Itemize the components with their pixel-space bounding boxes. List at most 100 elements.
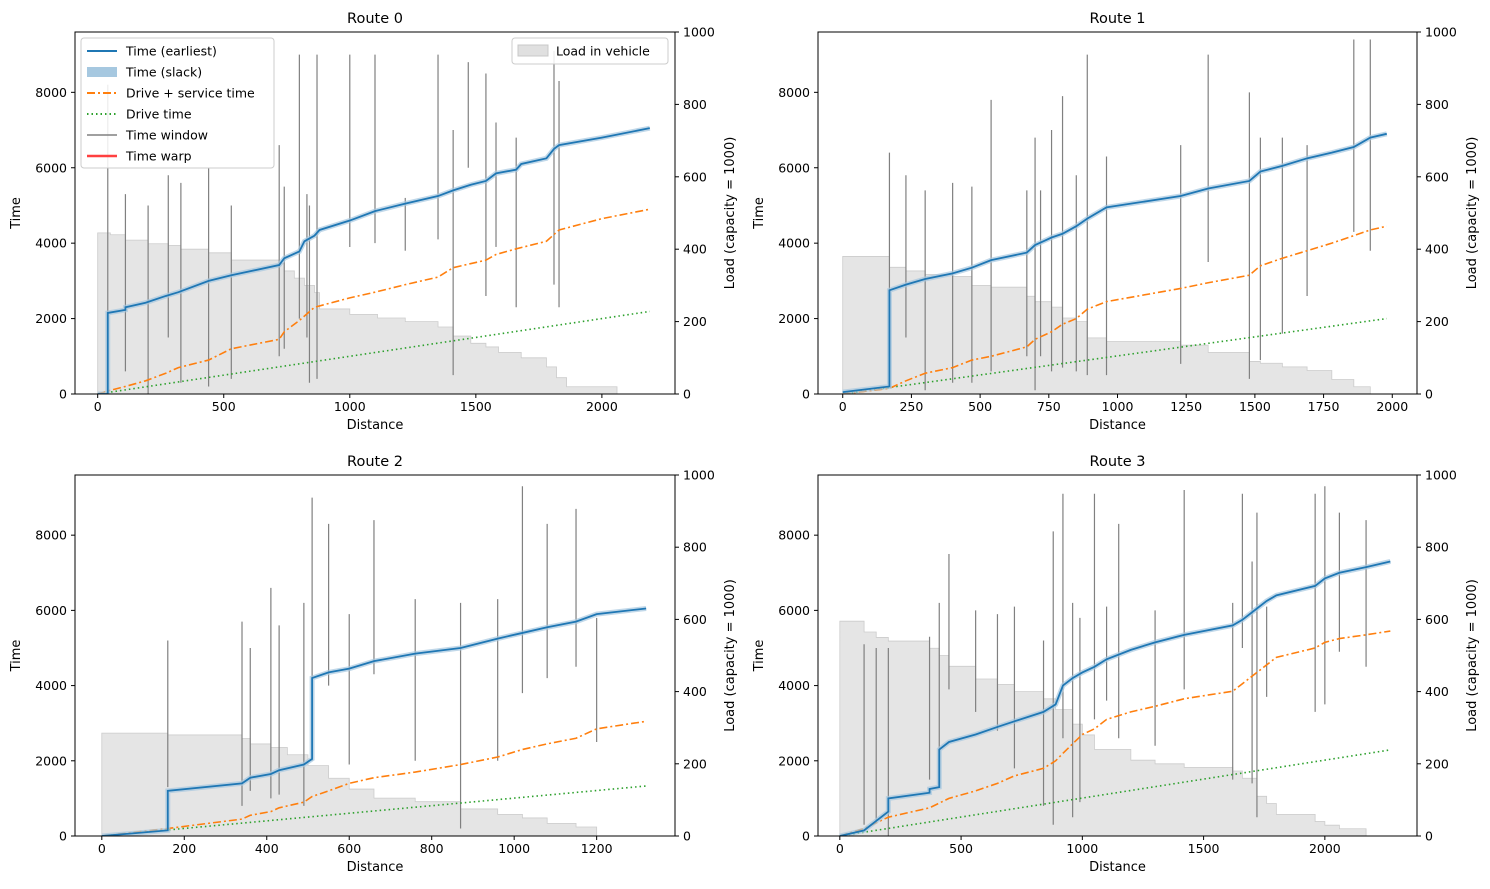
y-tick-label: 6000 — [778, 160, 810, 175]
drive-time-line — [842, 317, 1387, 394]
x-tick-label: 0 — [836, 841, 844, 856]
y-tick-label: 8000 — [778, 528, 810, 543]
y2-axis-label: Load (capacity = 1000) — [723, 579, 738, 732]
plot-area — [97, 50, 651, 394]
legend-load: Load in vehicle — [511, 37, 669, 65]
route-panel-3: 0 500 1000 1500 2000 0 2000 4000 6000 8000 0 200 400… — [752, 454, 1480, 875]
y2-tick-label: 200 — [683, 756, 707, 771]
x-tick-label: 2000 — [586, 399, 618, 414]
plot-area — [842, 39, 1388, 394]
drive-time-line — [101, 785, 647, 836]
y2-tick-label: 400 — [1425, 684, 1449, 699]
legend-label-time-warp: Time warp — [125, 149, 192, 164]
y2-tick-label: 0 — [1425, 829, 1433, 844]
route-panel-0: 0 500 1000 1500 2000 0 2000 4000 6000 8000 0 200 400… — [9, 11, 738, 433]
x-tick-label: 2000 — [1309, 841, 1341, 856]
y2-tick-label: 1000 — [683, 25, 715, 40]
y-tick-label: 0 — [802, 387, 810, 402]
y2-axis-label: Load (capacity = 1000) — [1465, 579, 1480, 732]
y-tick-label: 0 — [802, 829, 810, 844]
y-axis-label: Time — [752, 197, 767, 230]
x-tick-label: 2000 — [1376, 399, 1408, 414]
y-axis-label: Time — [752, 640, 767, 673]
x-tick-label: 400 — [255, 841, 279, 856]
y2-tick-label: 800 — [1425, 540, 1449, 555]
drive-time-line — [97, 310, 650, 394]
y-tick-label: 2000 — [35, 753, 67, 768]
time-earliest-line — [839, 560, 1391, 836]
x-axis-label: Distance — [347, 860, 404, 875]
x-tick-label: 0 — [94, 399, 102, 414]
legend-label-load: Load in vehicle — [556, 44, 650, 59]
chart-title: Route 1 — [1090, 11, 1146, 27]
y-tick-label: 8000 — [35, 85, 67, 100]
y2-tick-label: 200 — [683, 314, 707, 329]
axes-frame — [817, 474, 1418, 837]
time-earliest-line — [97, 127, 650, 394]
chart-title: Route 3 — [1090, 454, 1146, 470]
x-tick-label: 0 — [98, 841, 106, 856]
y2-tick-label: 800 — [1425, 97, 1449, 112]
y-tick-label: 8000 — [778, 85, 810, 100]
legend-label-drive: Drive time — [126, 107, 192, 122]
x-tick-label: 250 — [899, 399, 923, 414]
x-tick-label: 750 — [1037, 399, 1061, 414]
drive-service-line — [842, 225, 1387, 394]
route-panel-2: 0 200 400 600 800 1000 1200 0 2000 4000 6000 8000 0 2… — [9, 454, 738, 875]
y2-axis-label: Load (capacity = 1000) — [1465, 137, 1480, 290]
y2-axis-label: Load (capacity = 1000) — [723, 137, 738, 290]
y2-tick-label: 400 — [683, 684, 707, 699]
drive-service-line — [839, 630, 1391, 836]
legend-swatch-load — [517, 44, 549, 57]
x-tick-label: 1250 — [1170, 399, 1202, 414]
y-tick-label: 6000 — [35, 603, 67, 618]
y-tick-label: 2000 — [35, 311, 67, 326]
y2-tick-label: 1000 — [683, 468, 715, 483]
y2-tick-label: 600 — [683, 612, 707, 627]
legend-swatch-slack — [87, 67, 117, 77]
y2-tick-label: 0 — [683, 387, 691, 402]
x-tick-label: 0 — [839, 399, 847, 414]
y-tick-label: 4000 — [778, 678, 810, 693]
y-tick-label: 0 — [59, 387, 67, 402]
y-axis-label: Time — [9, 640, 24, 673]
x-tick-label: 1000 — [1102, 399, 1134, 414]
x-tick-label: 600 — [337, 841, 361, 856]
legend-time: Time (earliest) Time (slack) Drive + servi… — [80, 37, 275, 169]
y2-tick-label: 1000 — [1425, 468, 1457, 483]
x-tick-label: 1000 — [498, 841, 530, 856]
x-tick-label: 1500 — [1239, 399, 1271, 414]
y-tick-label: 0 — [59, 829, 67, 844]
legend-label-time-slack: Time (slack) — [125, 65, 202, 80]
y2-tick-label: 200 — [1425, 314, 1449, 329]
chart-title: Route 0 — [347, 11, 403, 27]
legend-box — [80, 37, 275, 169]
y2-tick-label: 600 — [1425, 612, 1449, 627]
x-tick-label: 1750 — [1308, 399, 1340, 414]
plot-area — [839, 486, 1391, 836]
drive-service-line — [101, 720, 647, 836]
chart-title: Route 2 — [347, 454, 403, 470]
route-panel-1: 0 250 500 750 1000 1250 1500 1750 20000200040006… — [752, 11, 1480, 433]
axes-frame — [74, 474, 676, 837]
x-tick-label: 1500 — [460, 399, 492, 414]
x-tick-label: 1200 — [581, 841, 613, 856]
x-tick-label: 1500 — [1188, 841, 1220, 856]
y-axis-label: Time — [9, 197, 24, 230]
load-area — [101, 732, 598, 836]
y2-tick-label: 0 — [683, 829, 691, 844]
x-tick-label: 500 — [212, 399, 236, 414]
y-tick-label: 2000 — [778, 311, 810, 326]
y-tick-label: 4000 — [35, 678, 67, 693]
y2-tick-label: 400 — [1425, 242, 1449, 257]
y2-tick-label: 600 — [1425, 169, 1449, 184]
x-tick-label: 800 — [420, 841, 444, 856]
axes-frame — [74, 31, 676, 395]
x-tick-label: 1000 — [1066, 841, 1098, 856]
x-tick-label: 500 — [949, 841, 973, 856]
x-axis-label: Distance — [1089, 418, 1146, 433]
y2-tick-label: 600 — [683, 169, 707, 184]
drive-service-line — [97, 208, 650, 394]
y-tick-label: 8000 — [35, 528, 67, 543]
